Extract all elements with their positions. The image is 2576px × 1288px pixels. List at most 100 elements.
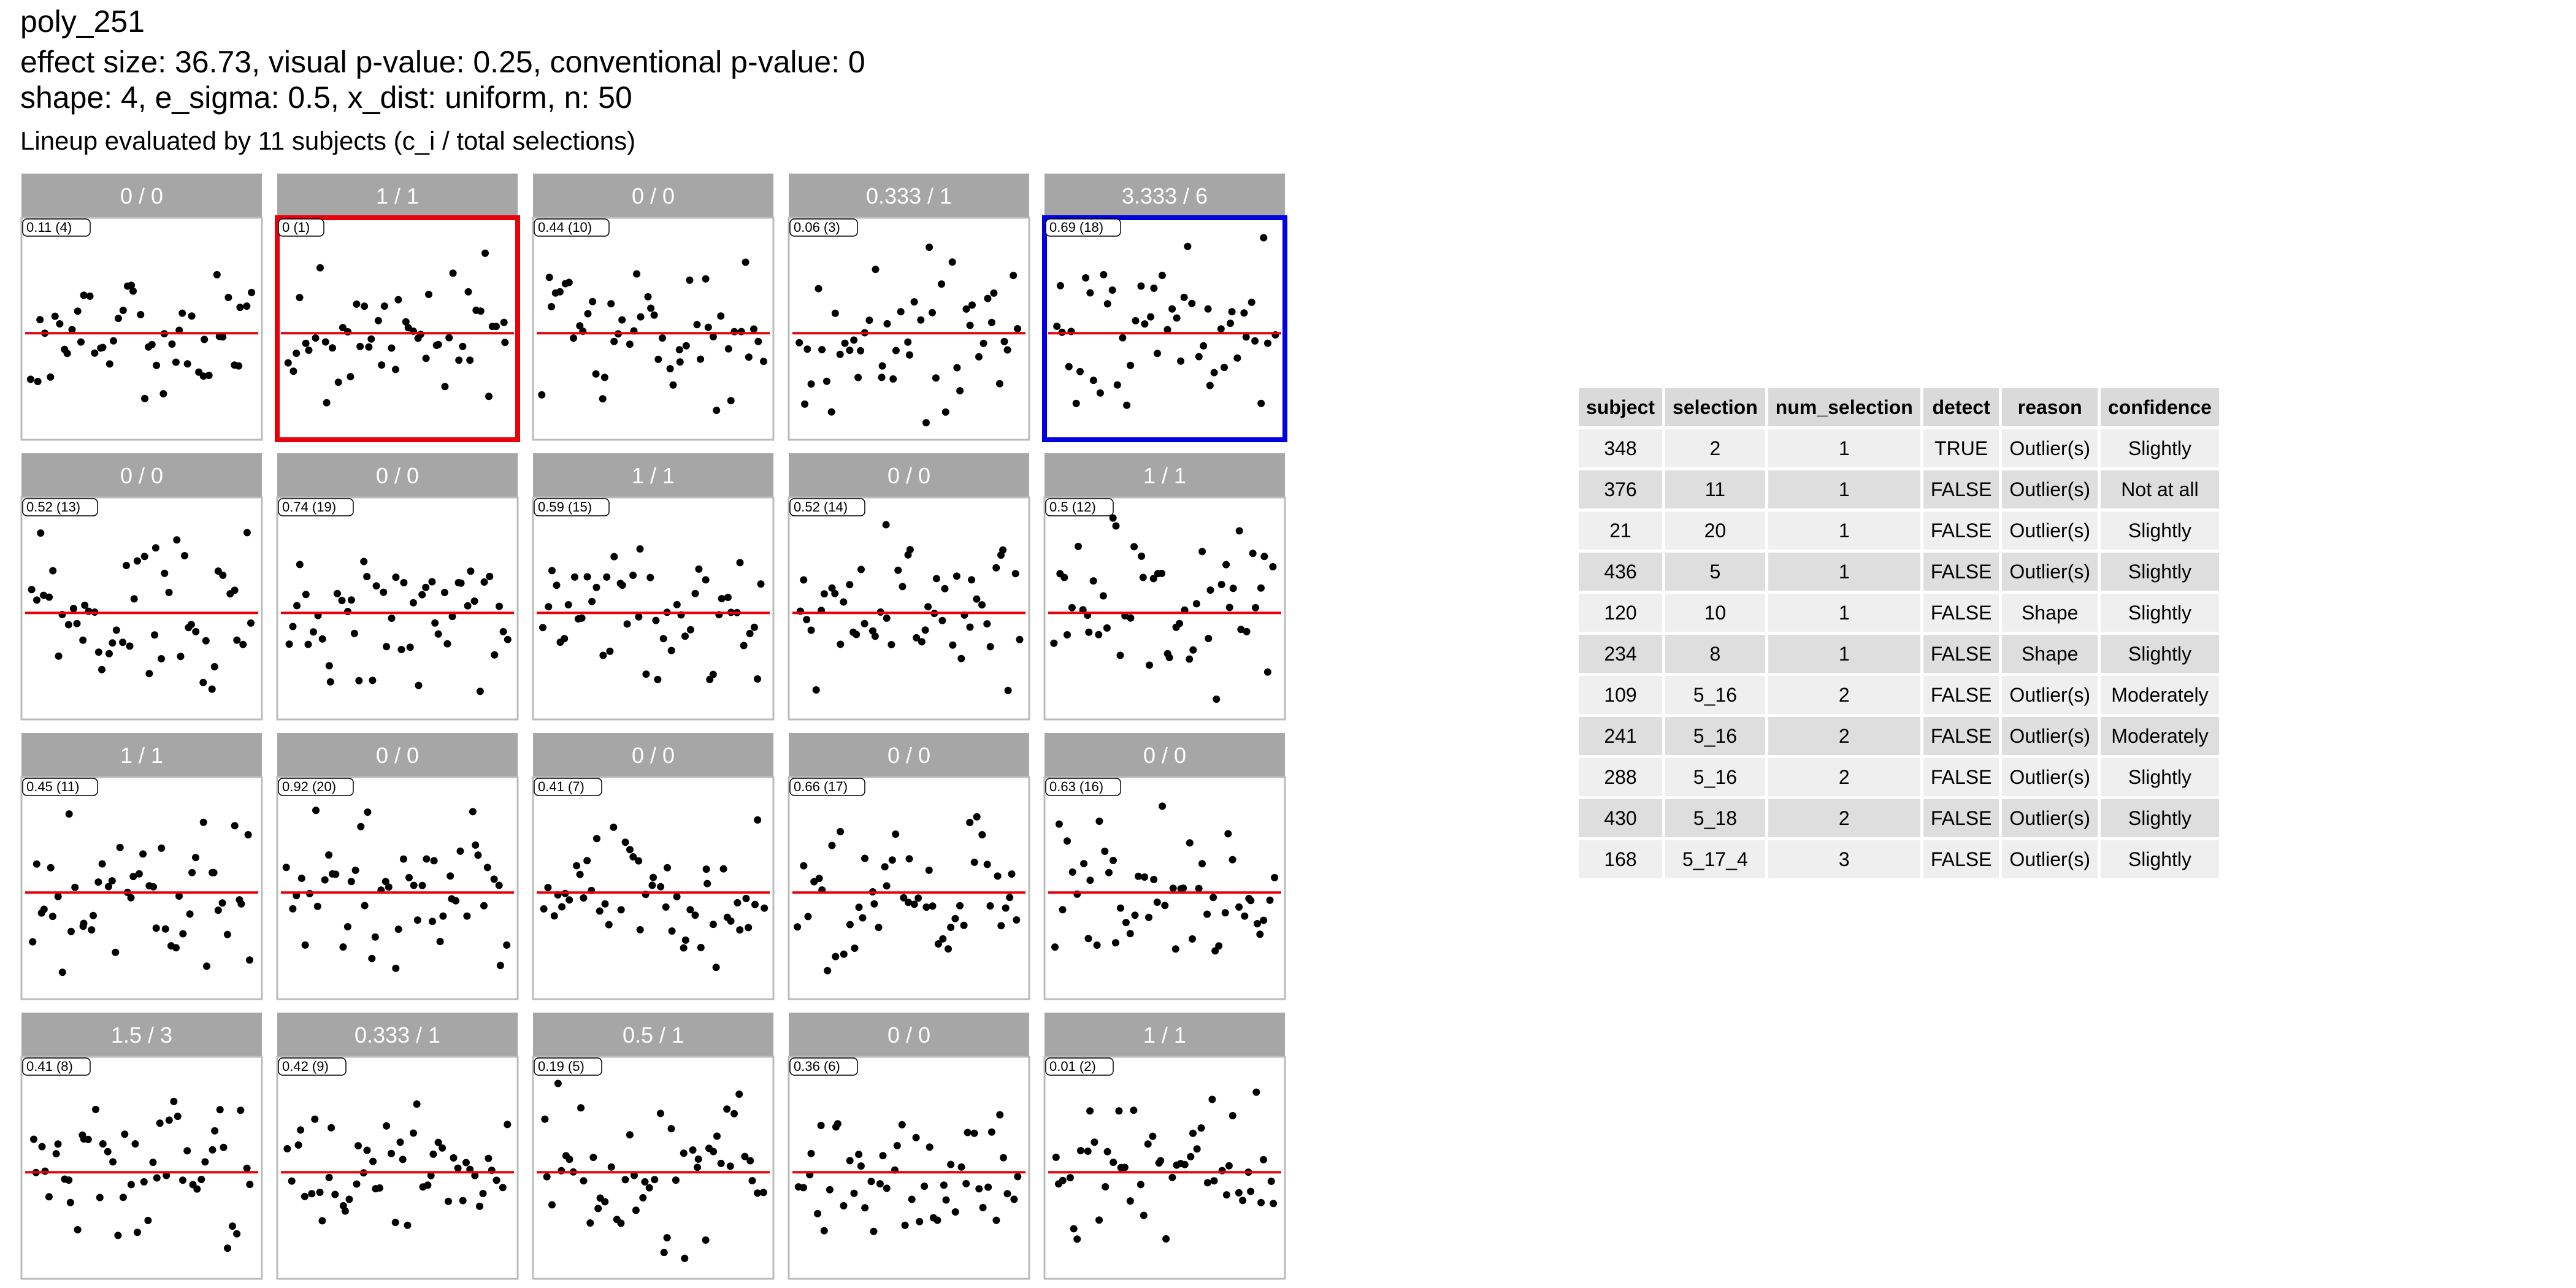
cell-detect: FALSE	[1923, 512, 1999, 550]
panel-strip-label: 1 / 1	[376, 183, 419, 209]
scatter-point	[109, 1158, 117, 1166]
scatter-point	[1010, 272, 1018, 280]
scatter-point	[33, 860, 40, 868]
scatter-point	[332, 870, 340, 878]
scatter-point	[1000, 337, 1008, 345]
scatter-point	[932, 374, 940, 382]
scatter-point	[1095, 631, 1103, 638]
scatter-point	[374, 316, 382, 324]
scatter-point	[367, 335, 375, 343]
scatter-point	[429, 918, 436, 926]
scatter-point	[472, 841, 480, 849]
panel-strip	[1045, 453, 1285, 497]
scatter-point	[381, 878, 389, 886]
scatter-point	[491, 651, 499, 659]
scatter-point	[1198, 548, 1206, 556]
scatter-point	[69, 605, 77, 613]
scatter-point	[400, 579, 408, 586]
scatter-point	[646, 573, 654, 581]
scatter-point	[1252, 604, 1259, 611]
scatter-point	[635, 613, 643, 621]
scatter-point	[855, 1151, 863, 1159]
column-header-detect: detect	[1923, 388, 1999, 426]
scatter-point	[1264, 339, 1271, 347]
scatter-point	[727, 917, 735, 925]
scatter-point	[668, 927, 676, 935]
scatter-point	[673, 892, 681, 900]
scatter-point	[316, 1189, 324, 1196]
scatter-point	[924, 603, 932, 611]
scatter-point	[369, 1157, 377, 1165]
scatter-point	[503, 941, 511, 949]
scatter-point	[464, 288, 472, 296]
scatter-point	[151, 631, 159, 639]
panel-label: 0.52 (13)	[26, 499, 80, 515]
lineup-panel: 0.333 / 1 0.42 (9)	[276, 1013, 519, 1280]
scatter-point	[857, 565, 865, 573]
scatter-point	[1086, 876, 1094, 884]
scatter-point	[288, 1177, 296, 1185]
scatter-point	[427, 1171, 435, 1179]
scatter-point	[565, 1156, 573, 1163]
scatter-point	[56, 320, 64, 328]
scatter-point	[645, 1184, 653, 1192]
scatter-point	[396, 1138, 404, 1146]
scatter-point	[564, 601, 572, 608]
scatter-point	[325, 1173, 333, 1181]
panel-strip-label: 0 / 0	[376, 743, 419, 768]
scatter-point	[80, 919, 88, 927]
scatter-point	[1204, 305, 1212, 313]
scatter-point	[236, 304, 244, 312]
scatter-point	[479, 1190, 487, 1197]
scatter-point	[289, 367, 297, 375]
scatter-point	[906, 546, 914, 554]
scatter-point	[380, 302, 388, 310]
scatter-point	[141, 394, 148, 402]
scatter-point	[883, 614, 891, 622]
scatter-point	[297, 875, 305, 882]
scatter-point	[964, 1129, 972, 1137]
scatter-point	[681, 1254, 689, 1262]
scatter-point	[218, 899, 226, 907]
scatter-point	[970, 858, 978, 866]
scatter-point	[392, 964, 400, 972]
scatter-point	[410, 881, 418, 889]
panel-strip	[789, 1013, 1029, 1057]
scatter-point	[328, 1124, 335, 1132]
panel-label-box	[22, 1057, 91, 1076]
scatter-point	[1163, 326, 1171, 334]
scatter-point	[149, 1159, 157, 1167]
scatter-point	[617, 1219, 625, 1227]
scatter-point	[953, 364, 961, 372]
scatter-point	[1004, 686, 1012, 694]
scatter-point	[878, 374, 886, 381]
scatter-point	[887, 641, 895, 648]
scatter-point	[691, 589, 699, 597]
scatter-point	[129, 873, 137, 881]
scatter-point	[148, 340, 156, 348]
scatter-point	[882, 521, 890, 529]
scatter-point	[883, 1184, 891, 1192]
scatter-point	[941, 408, 949, 416]
scatter-point	[493, 1176, 500, 1184]
cell-reason: Outlier(s)	[2002, 429, 2098, 467]
scatter-point	[589, 297, 597, 305]
panel-label-box	[534, 498, 610, 516]
scatter-point	[1150, 284, 1158, 292]
scatter-point	[399, 855, 407, 863]
scatter-point	[554, 1079, 562, 1087]
scatter-point	[617, 906, 625, 914]
scatter-point	[636, 926, 644, 933]
scatter-point	[376, 1184, 383, 1192]
scatter-point	[347, 596, 355, 604]
cell-selection: 5_18	[1665, 799, 1765, 837]
scatter-point	[1157, 1157, 1165, 1165]
scatter-point	[1189, 646, 1197, 654]
scatter-point	[1003, 346, 1011, 354]
scatter-point	[364, 808, 372, 816]
scatter-point	[994, 872, 1002, 880]
scatter-point	[1222, 561, 1230, 569]
panel-plot-area	[20, 1056, 263, 1280]
scatter-point	[361, 902, 369, 910]
cell-num-selection: 2	[1768, 676, 1920, 714]
